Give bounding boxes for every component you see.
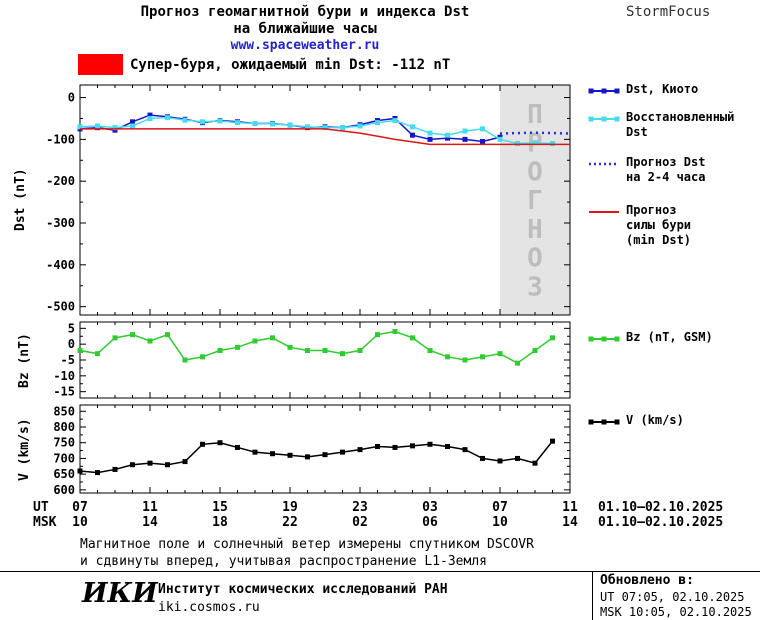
xaxis-tick: 11 bbox=[142, 500, 158, 515]
xaxis-tick: 15 bbox=[212, 500, 228, 515]
xaxis-tick: 02 bbox=[352, 515, 368, 530]
svg-text:700: 700 bbox=[53, 451, 75, 465]
updated-label: Обновлено в: bbox=[600, 573, 694, 588]
legend-item-bz: Bz (nT, GSM) bbox=[588, 330, 713, 345]
xaxis-tick: 23 bbox=[352, 500, 368, 515]
v-axis-label: V (km/s) bbox=[17, 418, 32, 481]
legend-sample-bz-line bbox=[588, 336, 620, 342]
xaxis-tick: 07 bbox=[492, 500, 508, 515]
xaxis-tick: 07 bbox=[72, 500, 88, 515]
dst-axis-label: Dst (nT) bbox=[13, 168, 28, 231]
svg-text:-400: -400 bbox=[46, 258, 75, 272]
svg-text:-5: -5 bbox=[61, 353, 75, 367]
svg-text:-300: -300 bbox=[46, 216, 75, 230]
dst-chart: ПРОГНОЗ0-100-200-300-400-500 bbox=[46, 84, 571, 316]
institute-name: Институт космических исследований РАН bbox=[158, 582, 448, 597]
legend-label: Прогноз Dst на 2-4 часа bbox=[626, 155, 706, 184]
svg-text:0: 0 bbox=[68, 91, 75, 105]
legend-sample-storm-forecast-line bbox=[589, 211, 619, 213]
footnote-line1: Магнитное поле и солнечный ветер измерен… bbox=[80, 537, 534, 552]
xaxis-tick: 03 bbox=[422, 500, 438, 515]
svg-text:З: З bbox=[527, 272, 543, 302]
legend-sample-forecast-dst-line bbox=[589, 162, 619, 166]
svg-text:-200: -200 bbox=[46, 174, 75, 188]
page-title-line1: Прогноз геомагнитной бури и индекса Dst bbox=[140, 4, 470, 20]
footer-divider bbox=[0, 571, 760, 572]
legend-label: V (km/s) bbox=[626, 413, 684, 427]
svg-text:Г: Г bbox=[527, 186, 543, 216]
legend-item-v: V (km/s) bbox=[588, 413, 684, 428]
xaxis-tick: 10 bbox=[72, 515, 88, 530]
legend-sample-restored-dst-line bbox=[588, 116, 620, 122]
storm-alert-label: Супер-буря, ожидаемый min Dst: -112 nT bbox=[130, 57, 451, 73]
iki-site-link[interactable]: iki.cosmos.ru bbox=[158, 600, 260, 615]
storm-level-swatch bbox=[78, 54, 123, 75]
xaxis-ut-header: UT bbox=[33, 500, 49, 515]
svg-text:-10: -10 bbox=[53, 369, 75, 383]
footer-vertical-divider bbox=[592, 571, 593, 620]
xaxis-tick: 18 bbox=[212, 515, 228, 530]
page-title-line2: на ближайшие часы bbox=[233, 21, 377, 37]
svg-text:-500: -500 bbox=[46, 300, 75, 314]
legend-label: Восстановленный Dst bbox=[626, 110, 735, 139]
bz-axis-label: Bz (nT) bbox=[17, 333, 32, 388]
svg-text:800: 800 bbox=[53, 420, 75, 434]
svg-text:650: 650 bbox=[53, 467, 75, 481]
svg-text:О: О bbox=[527, 244, 543, 274]
xaxis-tick: 10 bbox=[492, 515, 508, 530]
svg-text:-100: -100 bbox=[46, 132, 75, 146]
svg-text:О: О bbox=[527, 157, 543, 187]
svg-text:600: 600 bbox=[53, 483, 75, 497]
ut-date-range: 01.10–02.10.2025 bbox=[598, 500, 724, 515]
legend-item-storm-forecast: Прогноз силы бури (min Dst) bbox=[588, 203, 691, 248]
xaxis-tick: 14 bbox=[562, 515, 578, 530]
legend-sample-v-line bbox=[588, 419, 620, 425]
spaceweather-link[interactable]: www.spaceweather.ru bbox=[230, 38, 380, 53]
xaxis-tick: 19 bbox=[282, 500, 298, 515]
updated-msk: MSK 10:05, 02.10.2025 bbox=[600, 605, 752, 619]
legend-item-forecast-dst: Прогноз Dst на 2-4 часа bbox=[588, 155, 705, 185]
xaxis-tick: 06 bbox=[422, 515, 438, 530]
msk-date-range: 01.10–02.10.2025 bbox=[598, 515, 724, 530]
xaxis-msk-header: MSK bbox=[33, 515, 57, 530]
bz-chart: 5 0 -5 -10 -15 bbox=[53, 321, 571, 399]
svg-text:Н: Н bbox=[527, 215, 543, 245]
legend-sample-dst-kyoto-line bbox=[588, 88, 620, 94]
legend-label: Прогноз силы бури (min Dst) bbox=[626, 203, 692, 247]
legend-item-restored-dst: Восстановленный Dst bbox=[588, 110, 734, 140]
svg-text:0: 0 bbox=[68, 337, 75, 351]
svg-text:5: 5 bbox=[68, 321, 75, 335]
footnote-line2: и сдвинуты вперед, учитывая распростране… bbox=[80, 554, 487, 569]
xaxis-tick: 14 bbox=[142, 515, 158, 530]
legend-item-dst-kyoto: Dst, Киото bbox=[588, 82, 698, 97]
xaxis-tick: 11 bbox=[562, 500, 578, 515]
svg-text:-15: -15 bbox=[53, 385, 75, 399]
updated-ut: UT 07:05, 02.10.2025 bbox=[600, 590, 745, 604]
xaxis-tick: 22 bbox=[282, 515, 298, 530]
brand-stormfocus: StormFocus bbox=[626, 4, 711, 20]
iki-logo: ИКИ bbox=[82, 578, 158, 609]
legend-label: Bz (nT, GSM) bbox=[626, 330, 713, 344]
legend-label: Dst, Киото bbox=[626, 82, 699, 96]
svg-text:850: 850 bbox=[53, 404, 75, 418]
svg-text:П: П bbox=[527, 100, 543, 130]
svg-text:750: 750 bbox=[53, 436, 75, 450]
